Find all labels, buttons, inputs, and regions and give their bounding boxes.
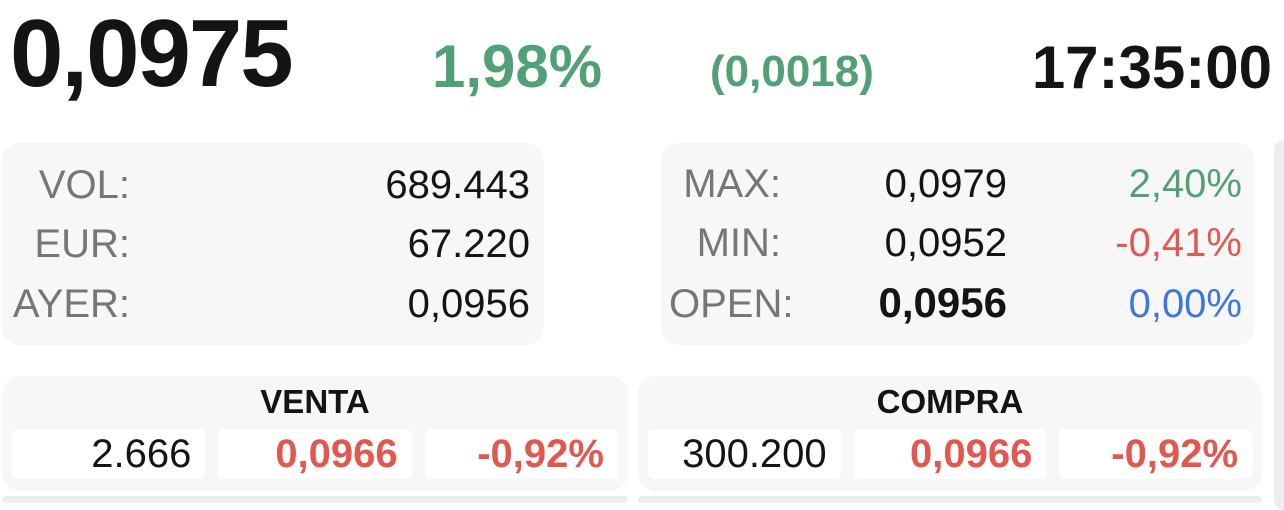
min-label: MIN:	[696, 220, 781, 265]
max-percent: 2,40%	[1128, 161, 1242, 206]
min-percent: -0,41%	[1115, 220, 1242, 265]
change-absolute: (0,0018)	[710, 47, 874, 96]
stat-row-eur: EUR: 67.220	[2, 222, 530, 266]
open-percent: 0,00%	[1128, 281, 1242, 326]
open-value: 0,0956	[878, 278, 1007, 326]
sell-card-cells: 2.666 0,0966 -0,92%	[2, 429, 628, 479]
stat-row-ayer: AYER: 0,0956	[2, 282, 530, 326]
ayer-label: AYER:	[12, 281, 130, 326]
open-label: OPEN:	[669, 281, 794, 326]
ayer-value: 0,0956	[407, 281, 530, 326]
last-price: 0,0975	[10, 0, 294, 107]
stat-row-min: MIN: 0,0952 -0,41%	[669, 221, 1242, 265]
stats-block-volume: VOL: 689.443 EUR: 67.220 AYER: 0,0956	[2, 143, 544, 345]
sell-card-title: VENTA	[260, 383, 370, 420]
stat-row-vol: VOL: 689.443	[2, 163, 530, 207]
max-value: 0,0979	[884, 161, 1007, 206]
next-row-peek-right	[638, 496, 1262, 503]
vol-value: 689.443	[385, 162, 530, 207]
sell-card: VENTA 2.666 0,0966 -0,92%	[2, 376, 628, 491]
buy-card: COMPRA 300.200 0,0966 -0,92%	[638, 376, 1262, 491]
change-percent: 1,98%	[432, 33, 603, 100]
eur-label: EUR:	[34, 222, 130, 266]
max-label: MAX:	[683, 161, 781, 206]
buy-card-cells: 300.200 0,0966 -0,92%	[638, 429, 1262, 479]
sell-price-cell: 0,0966	[218, 429, 412, 479]
next-card-peek-strip[interactable]	[1274, 140, 1284, 510]
eur-value: 67.220	[407, 222, 530, 266]
stats-block-range: MAX: 0,0979 2,40% MIN: 0,0952 -0,41% OPE…	[661, 143, 1255, 345]
buy-card-title: COMPRA	[876, 383, 1024, 420]
stat-row-open: OPEN: 0,0956 0,00%	[669, 278, 1242, 326]
buy-volume-cell: 300.200	[648, 429, 841, 479]
buy-percent-cell: -0,92%	[1059, 429, 1253, 479]
vol-label: VOL:	[38, 162, 130, 207]
sell-volume-cell: 2.666	[12, 429, 206, 479]
quote-time: 17:35:00	[1031, 34, 1272, 101]
min-value: 0,0952	[884, 220, 1007, 265]
sell-percent-cell: -0,92%	[424, 429, 618, 479]
next-row-peek-left	[2, 496, 628, 503]
buy-price-cell: 0,0966	[853, 429, 1047, 479]
stat-row-max: MAX: 0,0979 2,40%	[669, 162, 1242, 206]
